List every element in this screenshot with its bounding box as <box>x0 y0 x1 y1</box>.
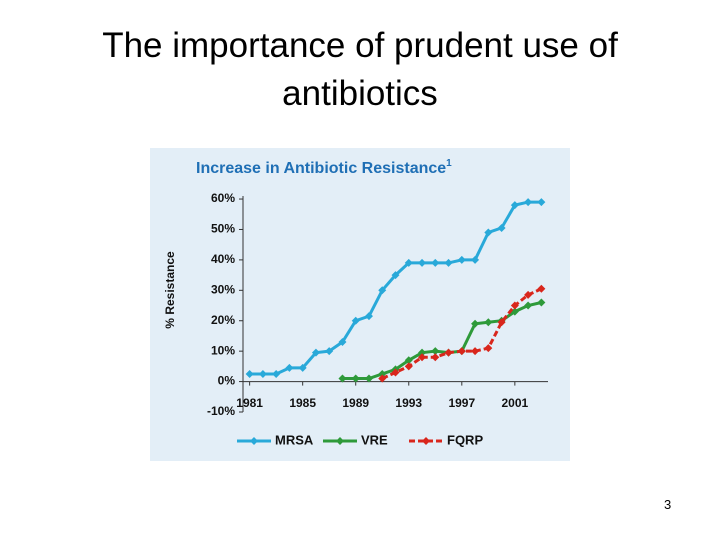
x-tick-label: 1993 <box>395 396 422 410</box>
data-point <box>457 347 466 356</box>
data-point <box>391 368 400 377</box>
data-point <box>444 348 453 357</box>
legend-marker <box>250 437 258 445</box>
data-point <box>418 258 427 267</box>
data-point <box>311 348 320 357</box>
data-point <box>431 347 440 356</box>
data-point <box>258 369 267 378</box>
data-point <box>298 363 307 372</box>
data-point <box>351 374 360 383</box>
legend-marker <box>422 437 430 445</box>
data-point <box>524 301 533 310</box>
data-point <box>510 201 519 210</box>
data-point <box>391 271 400 280</box>
data-point <box>524 198 533 207</box>
data-point <box>285 363 294 372</box>
data-point <box>272 369 281 378</box>
data-point <box>364 312 373 321</box>
y-tick-label: -10% <box>207 404 235 418</box>
x-tick-label: 1985 <box>289 396 316 410</box>
y-tick-label: 50% <box>211 222 235 236</box>
data-point <box>418 353 427 362</box>
legend-marker <box>336 437 344 445</box>
data-point <box>471 319 480 328</box>
data-point <box>484 318 493 327</box>
x-tick-label: 1989 <box>342 396 369 410</box>
y-tick-label: 40% <box>211 252 235 266</box>
data-point <box>497 223 506 232</box>
data-point <box>471 347 480 356</box>
data-point <box>444 258 453 267</box>
data-point <box>404 258 413 267</box>
data-point <box>431 258 440 267</box>
data-point <box>484 344 493 353</box>
x-tick-label: 1997 <box>448 396 475 410</box>
data-point <box>325 347 334 356</box>
data-point <box>378 286 387 295</box>
y-tick-label: 20% <box>211 313 235 327</box>
chart-title: Increase in Antibiotic Resistance1 <box>196 158 452 178</box>
x-tick-label: 1981 <box>236 396 263 410</box>
x-tick-label: 2001 <box>501 396 528 410</box>
data-point <box>245 369 254 378</box>
y-tick-label: 0% <box>218 374 236 388</box>
legend-label: VRE <box>361 432 388 447</box>
data-point <box>351 316 360 325</box>
y-tick-label: 10% <box>211 343 235 357</box>
series-line <box>342 301 542 381</box>
data-point <box>537 198 546 207</box>
data-point <box>457 255 466 264</box>
data-point <box>404 362 413 371</box>
y-tick-label: 30% <box>211 282 235 296</box>
data-point <box>338 374 347 383</box>
legend-label: FQRP <box>447 432 483 447</box>
y-tick-label: 60% <box>211 191 235 205</box>
data-point <box>338 338 347 347</box>
data-point <box>537 284 546 293</box>
data-point <box>471 255 480 264</box>
chart-background <box>150 148 570 461</box>
data-point <box>404 356 413 365</box>
slide-title: The importance of prudent use of antibio… <box>102 26 618 113</box>
data-point <box>484 228 493 237</box>
y-axis-label: % Resistance <box>163 251 177 329</box>
data-point <box>431 353 440 362</box>
data-point <box>524 290 533 299</box>
chart-title-superscript: 1 <box>446 158 452 169</box>
data-point <box>364 374 373 383</box>
data-point <box>537 298 546 307</box>
data-point <box>497 318 506 327</box>
chart-title-text: Increase in Antibiotic Resistance <box>196 160 446 177</box>
data-point <box>510 301 519 310</box>
data-point <box>418 348 427 357</box>
page-number: 3 <box>664 497 672 512</box>
legend-label: MRSA <box>275 432 314 447</box>
data-point <box>378 374 387 383</box>
